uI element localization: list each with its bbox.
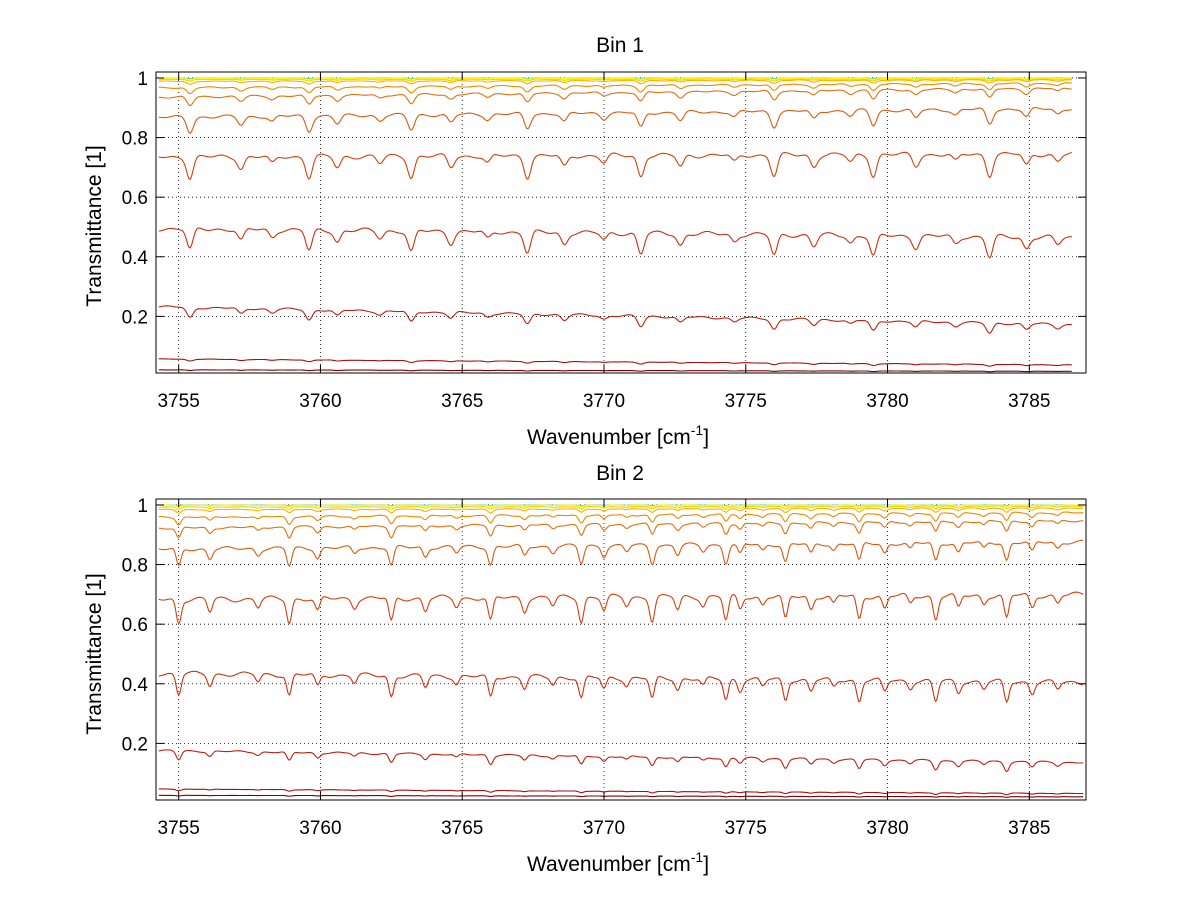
series-line	[158, 358, 1072, 367]
x-tick-label: 3785	[1008, 391, 1050, 412]
x-tick-label: 3785	[1008, 818, 1050, 839]
series-line	[158, 511, 1084, 526]
y-tick-label: 0.6	[122, 188, 148, 209]
y-tick-label: 0.8	[122, 129, 148, 150]
y-tick-label: 0.8	[122, 556, 148, 577]
series-line	[158, 305, 1072, 334]
series-group	[158, 504, 1084, 798]
series-line	[158, 749, 1084, 773]
series-line	[158, 106, 1072, 135]
series-line	[158, 369, 1072, 373]
subplot-bin-2: Bin 2 3755 3760 3765 3770 3775 3780 3785 0.2 0.4…	[83, 462, 1087, 876]
x-axis-label: Wavenumber [cm-1]	[527, 422, 709, 449]
series-line	[158, 539, 1084, 567]
x-tick-label: 3760	[299, 818, 341, 839]
x-axis-label: Wavenumber [cm-1]	[527, 849, 709, 876]
x-tick-label: 3765	[441, 391, 483, 412]
x-tick-label: 3765	[441, 818, 483, 839]
y-tick-label: 0.6	[122, 615, 148, 636]
y-tick-label: 1	[137, 69, 148, 90]
series-line	[158, 504, 1084, 508]
series-line	[158, 505, 1084, 511]
series-line	[158, 227, 1072, 259]
y-tick-label: 1	[137, 496, 148, 517]
x-tick-label: 3775	[725, 818, 767, 839]
series-line	[158, 78, 1072, 82]
x-tick-label: 3760	[299, 391, 341, 412]
axes-box	[155, 498, 1087, 801]
y-axis-label: Transmittance [1]	[83, 573, 106, 734]
x-tick-label: 3780	[866, 391, 908, 412]
subplot-bin-1: Bin 1 3755 3760 3765 3770 3775 3780 3785 0.2 0.4…	[83, 34, 1087, 449]
series-line	[158, 670, 1084, 704]
y-axis-label: Transmittance [1]	[83, 145, 106, 306]
x-axis-label-end: ]	[703, 426, 709, 449]
y-tick-label: 0.2	[122, 734, 148, 755]
x-tick-label: 3780	[866, 818, 908, 839]
series-line	[158, 87, 1072, 107]
y-tick-label: 0.4	[122, 675, 149, 696]
y-tick-label: 0.4	[122, 248, 149, 269]
x-axis-label-superscript: -1	[691, 422, 704, 438]
series-line	[158, 82, 1072, 95]
x-axis-label-text: Wavenumber [cm	[527, 853, 691, 876]
x-tick-label: 3770	[583, 391, 625, 412]
x-axis-label-end: ]	[703, 853, 709, 876]
series-group	[158, 77, 1072, 373]
series-line	[158, 519, 1084, 539]
tick-marks: 3755 3760 3765 3770 3775 3780 3785 0.2 0.4 0.6 0.8…	[122, 496, 1086, 839]
subplot-title: Bin 2	[596, 462, 644, 485]
series-line	[158, 151, 1072, 181]
y-tick-label: 0.2	[122, 307, 148, 328]
x-tick-label: 3770	[583, 818, 625, 839]
series-line	[158, 77, 1072, 81]
x-axis-label-text: Wavenumber [cm	[527, 426, 691, 449]
x-tick-label: 3755	[158, 391, 200, 412]
series-line	[158, 591, 1084, 626]
x-axis-label-superscript: -1	[691, 849, 704, 865]
tick-marks: 3755 3760 3765 3770 3775 3780 3785 0.2 0.4 0.6 0.8…	[122, 69, 1086, 412]
series-line	[158, 79, 1072, 85]
series-line	[158, 794, 1084, 798]
x-tick-label: 3755	[158, 818, 200, 839]
subplot-title: Bin 1	[596, 34, 644, 57]
x-tick-label: 3775	[725, 391, 767, 412]
axes-box	[155, 71, 1087, 374]
series-line	[158, 788, 1084, 796]
series-line	[158, 507, 1084, 514]
